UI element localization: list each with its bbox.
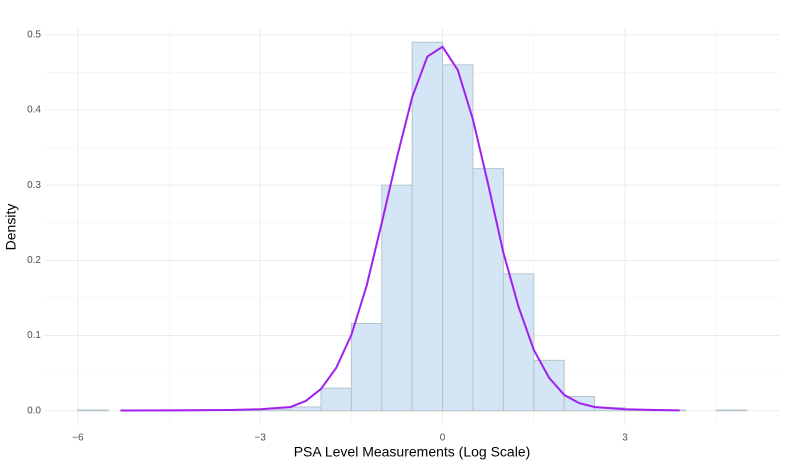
histogram-bar [533, 359, 565, 412]
histogram-bar [411, 41, 444, 412]
density-line [120, 45, 680, 412]
y-tick-label: 0.3 [27, 180, 41, 191]
histogram-bar [320, 387, 352, 412]
y-tick-label: 0.1 [27, 330, 41, 341]
x-axis-title: PSA Level Measurements (Log Scale) [294, 444, 531, 460]
y-tick-label: 0.2 [27, 255, 41, 266]
histogram-bar [472, 168, 504, 412]
y-tick-label: 0.5 [27, 29, 41, 40]
histogram-bar [350, 322, 383, 412]
x-tick-label: −6 [72, 433, 84, 444]
y-tick-label: 0.4 [27, 105, 41, 116]
y-axis-title: Density [3, 204, 19, 251]
histogram-bar [290, 406, 322, 412]
y-tick-label: 0.0 [27, 405, 41, 416]
histogram-bar [502, 273, 535, 412]
histogram-bar [715, 409, 748, 412]
histogram-bar [381, 184, 413, 412]
histogram-bar [77, 409, 109, 412]
x-tick-label: 3 [622, 433, 628, 444]
x-tick-label: −3 [255, 433, 267, 444]
x-tick-label: 0 [440, 433, 446, 444]
histogram-bar [442, 64, 474, 412]
